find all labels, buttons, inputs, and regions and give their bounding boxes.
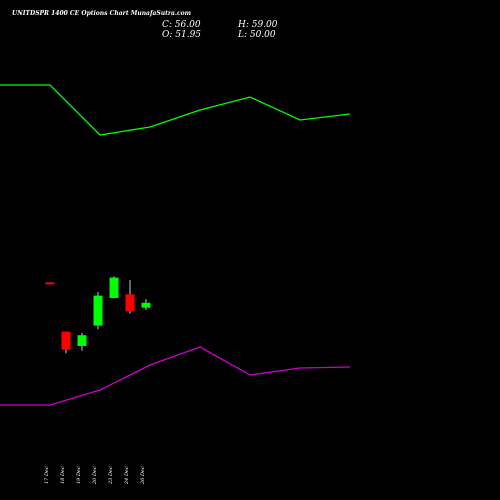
x-tick-label: 24 Dec	[124, 466, 130, 485]
chart-title: UNITDSPR 1400 CE Options Chart MunafaSut…	[12, 10, 191, 17]
x-axis-ticks: 17 Dec 18 Dec 19 Dec 20 Dec 23 Dec 24 Dec 26 D…	[44, 466, 146, 485]
x-tick-label: 17 Dec	[44, 466, 50, 484]
x-tick-label: 23 Dec	[108, 466, 114, 485]
high-label: H: 59.00	[237, 20, 278, 30]
x-tick-label: 20 Dec	[92, 466, 98, 485]
open-label: O: 51.95	[162, 30, 201, 40]
x-tick-label: 26 Dec	[140, 466, 146, 485]
candle-body-up	[77, 335, 87, 346]
candle-body-down	[45, 282, 55, 285]
candle-body-up	[109, 277, 119, 298]
indicator-line-1	[0, 84, 351, 136]
x-tick-label: 19 Dec	[76, 466, 82, 484]
close-label: C: 56.00	[162, 20, 201, 30]
candle-body-down	[61, 331, 71, 350]
candle-body-up	[141, 302, 151, 308]
indicator-line-2	[0, 346, 351, 406]
line-series-group	[0, 84, 351, 406]
candle-body-up	[93, 295, 103, 326]
x-tick-label: 18 Dec	[60, 466, 66, 484]
candle-body-down	[125, 294, 135, 312]
candles-group	[45, 276, 151, 354]
low-label: L: 50.00	[237, 30, 276, 40]
